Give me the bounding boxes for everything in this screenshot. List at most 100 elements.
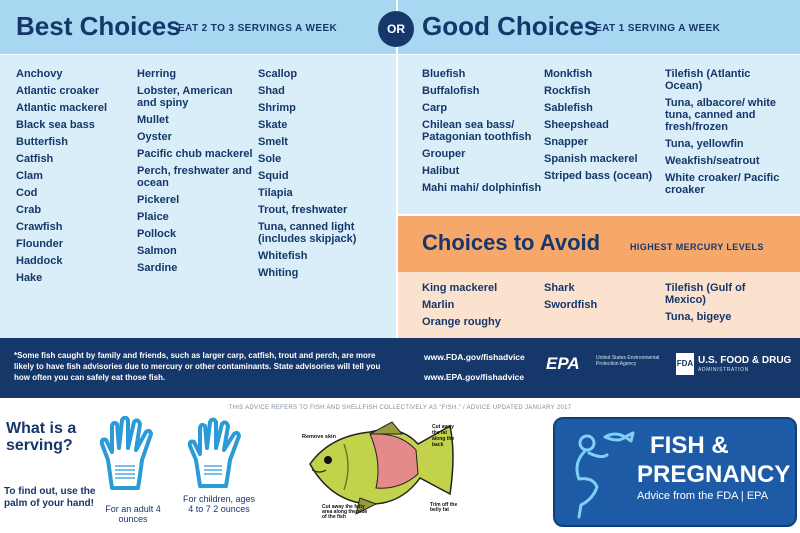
fish-item: Crab: [16, 204, 42, 216]
good-column-3: Tilefish (Atlantic Ocean) Tuna, albacore…: [665, 68, 785, 201]
fish-item: Haddock: [16, 255, 63, 267]
fish-item: Whiting: [258, 267, 299, 279]
fish-item: White croaker/ Pacific croaker: [665, 172, 780, 196]
fish-item: Tilefish (Atlantic Ocean): [665, 68, 751, 92]
good-choices-header: Good Choices EAT 1 SERVING A WEEK: [398, 0, 800, 55]
fish-item: King mackerel: [422, 282, 498, 294]
fish-item: Salmon: [137, 245, 177, 257]
fish-item: Plaice: [137, 211, 169, 223]
fish-item: Shark: [544, 282, 575, 294]
advisory-footnote: *Some fish caught by family and friends,…: [14, 351, 381, 382]
fish-item: Mahi mahi/ dolphinfish: [422, 182, 542, 194]
fish-item: Tilefish (Gulf of Mexico): [665, 282, 746, 306]
fish-item: Black sea bass: [16, 119, 95, 131]
best-column-3: Scallop Shad Shrimp Skate Smelt Sole Squ…: [258, 68, 390, 284]
fish-item: Cod: [16, 187, 38, 199]
fish-item: Atlantic mackerel: [16, 102, 108, 114]
fish-item: Sole: [258, 153, 282, 165]
brand-tagline: Advice from the FDA | EPA: [637, 490, 769, 502]
choices-to-avoid-header: Choices to Avoid HIGHEST MERCURY LEVELS: [398, 216, 800, 272]
fish-item: Whitefish: [258, 250, 308, 262]
fish-item: Atlantic croaker: [16, 85, 100, 97]
fda-administration: ADMINISTRATION: [698, 367, 749, 373]
fda-url-link[interactable]: www.FDA.gov/fishadvice: [424, 352, 525, 362]
fish-item: Flounder: [16, 238, 64, 250]
avoid-column-3: Tilefish (Gulf of Mexico) Tuna, bigeye: [665, 282, 775, 328]
good-choices-title: Good Choices: [422, 11, 599, 41]
fish-item: Sheepshead: [544, 119, 609, 131]
remove-skin-label: Remove skin: [302, 434, 337, 440]
fish-item: Scallop: [258, 68, 298, 80]
adult-serving-caption: For an adult 4 ounces: [105, 504, 161, 524]
cut-fat-back-label: Cut away the fat along the back: [432, 424, 454, 448]
epa-url-link[interactable]: www.EPA.gov/fishadvice: [424, 372, 525, 382]
fish-item: Herring: [137, 68, 177, 80]
fish-item: Grouper: [422, 148, 466, 160]
fish-item: Clam: [16, 170, 43, 182]
fish-item: Marlin: [422, 299, 455, 311]
epa-agency-name: United States Environmental Protection A…: [596, 355, 660, 367]
fish-item: Shrimp: [258, 102, 296, 114]
trim-belly-label: Trim off the belly fat: [430, 502, 457, 513]
fish-item: Monkfish: [544, 68, 593, 80]
fish-item: Anchovy: [16, 68, 63, 80]
fish-item: Pollock: [137, 228, 177, 240]
best-choices-title: Best Choices: [16, 11, 181, 41]
pregnant-woman-fish-icon: [575, 431, 635, 519]
serving-answer: To find out, use the palm of your hand!: [4, 486, 96, 509]
footer-band: *Some fish caught by family and friends,…: [0, 338, 800, 398]
fda-logo-icon: FDA: [676, 353, 694, 375]
avoid-column-1: King mackerel Marlin Orange roughy: [422, 282, 540, 333]
best-choices-header: Best Choices EAT 2 TO 3 SERVINGS A WEEK: [0, 0, 396, 55]
fish-item: Orange roughy: [422, 316, 501, 328]
best-choices-panel: Best Choices EAT 2 TO 3 SERVINGS A WEEK …: [0, 0, 396, 338]
fish-item: Spanish mackerel: [544, 153, 638, 165]
fish-item: Catfish: [16, 153, 54, 165]
brand-title-line1: FISH &: [650, 432, 729, 459]
fish-item: Tuna, yellowfin: [665, 138, 744, 150]
fish-item: Tuna, albacore/ white tuna, canned and f…: [665, 97, 777, 133]
advice-update-note: THIS ADVICE REFERS TO FISH AND SHELLFISH…: [228, 405, 572, 411]
good-choices-subtitle: EAT 1 SERVING A WEEK: [595, 23, 721, 34]
fish-item: Butterfish: [16, 136, 68, 148]
fish-item: Halibut: [422, 165, 460, 177]
fish-item: Smelt: [258, 136, 288, 148]
avoid-column-2: Shark Swordfish: [544, 282, 654, 316]
fish-item: Squid: [258, 170, 289, 182]
fish-item: Tuna, canned light (includes skipjack): [258, 221, 357, 245]
fish-item: Oyster: [137, 131, 172, 143]
or-badge: OR: [378, 11, 414, 47]
best-choices-subtitle: EAT 2 TO 3 SERVINGS A WEEK: [178, 23, 338, 34]
epa-logo: EPA: [546, 354, 580, 373]
brand-title-line2: PREGNANCY: [637, 461, 791, 488]
child-hand-icon: [187, 417, 241, 488]
fish-and-pregnancy-card: FISH & PREGNANCY Advice from the FDA | E…: [553, 417, 797, 527]
fish-item: Trout, freshwater: [258, 204, 348, 216]
good-choices-panel: Good Choices EAT 1 SERVING A WEEK Bluefi…: [398, 0, 800, 214]
best-column-2: Herring Lobster, American and spiny Mull…: [137, 68, 255, 279]
serving-question: What is a serving?: [6, 420, 77, 454]
fish-item: Rockfish: [544, 85, 591, 97]
fish-trimming-diagram: Remove skin Cut away the fat along the back…: [302, 421, 457, 518]
adult-hand-icon: [99, 416, 153, 490]
cut-fat-side-label: Cut away the fatty area along the side of …: [322, 504, 368, 518]
choices-to-avoid-subtitle: HIGHEST MERCURY LEVELS: [630, 242, 764, 252]
fish-item: Perch, freshwater and ocean: [137, 165, 252, 189]
best-column-1: Anchovy Atlantic croaker Atlantic macker…: [16, 68, 134, 289]
choices-to-avoid-title: Choices to Avoid: [422, 230, 601, 255]
good-column-1: Bluefish Buffalofish Carp Chilean sea ba…: [422, 68, 542, 199]
fish-item: Buffalofish: [422, 85, 480, 97]
fish-item: Shad: [258, 85, 285, 97]
fish-item: Tuna, bigeye: [665, 311, 732, 323]
fish-item: Mullet: [137, 114, 169, 126]
fish-item: Pacific chub mackerel: [137, 148, 253, 160]
fish-item: Lobster, American and spiny: [137, 85, 233, 109]
fish-item: Swordfish: [544, 299, 598, 311]
choices-to-avoid-panel: Choices to Avoid HIGHEST MERCURY LEVELS …: [398, 216, 800, 338]
fish-item: Hake: [16, 272, 43, 284]
fish-item: Weakfish/seatrout: [665, 155, 760, 167]
fish-item: Chilean sea bass/ Patagonian toothfish: [422, 119, 532, 143]
fda-name: U.S. FOOD & DRUG: [698, 355, 792, 366]
fish-item: Sablefish: [544, 102, 593, 114]
fish-item: Bluefish: [422, 68, 466, 80]
